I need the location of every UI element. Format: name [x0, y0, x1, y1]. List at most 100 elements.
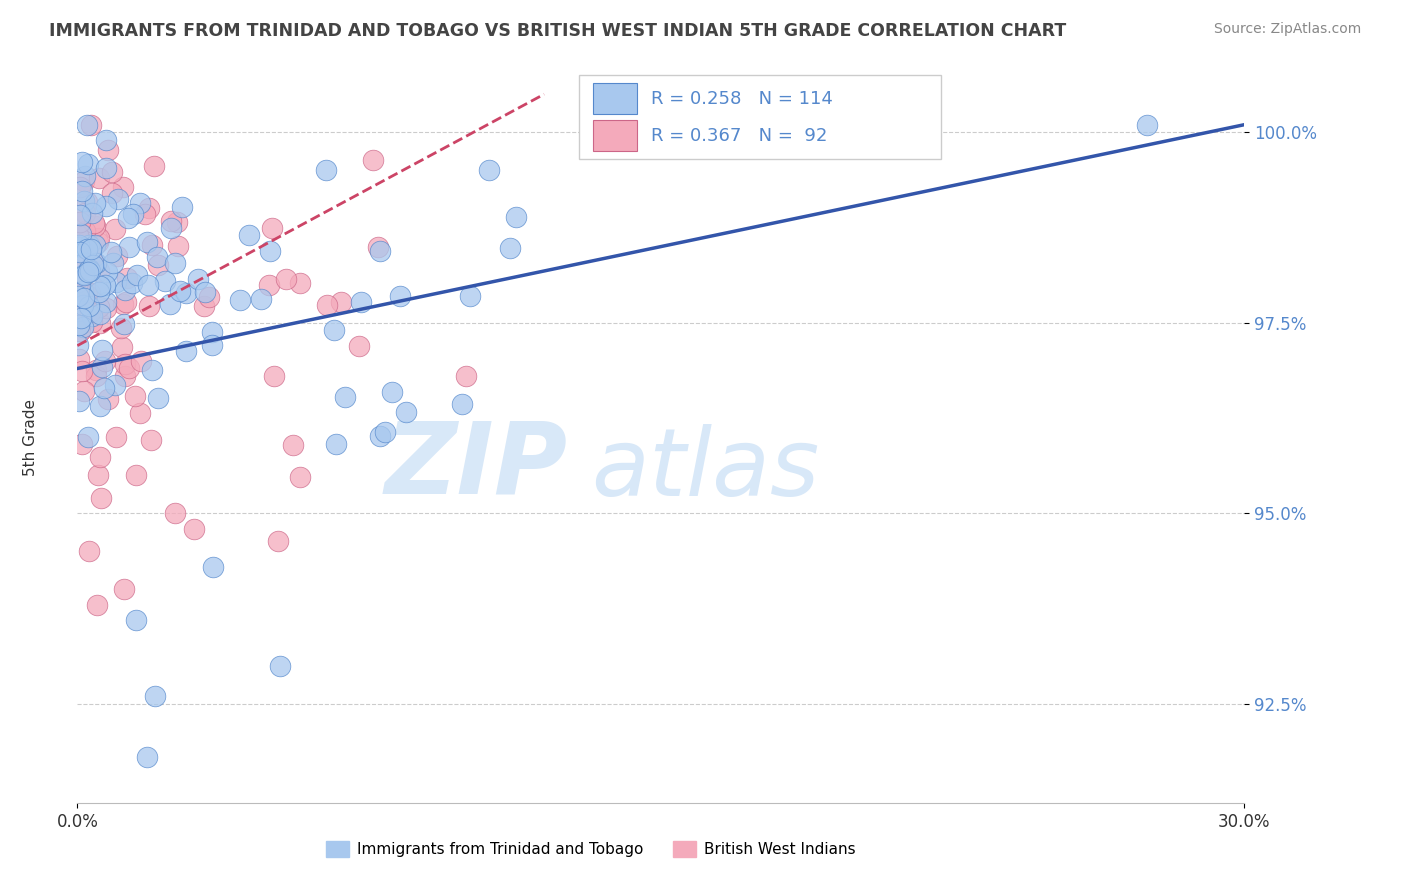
- Point: [87, 300, 110, 314]
- Point: [77, 299, 100, 313]
- Point: [160, 220, 183, 235]
- Point: [77, 237, 100, 252]
- Point: [79, 264, 101, 278]
- Point: [94, 301, 117, 316]
- Point: [86, 598, 108, 612]
- Point: [103, 256, 125, 270]
- Point: [136, 278, 159, 293]
- Point: [110, 321, 132, 335]
- Point: [80, 314, 103, 328]
- Point: [77, 430, 100, 444]
- Point: [142, 160, 165, 174]
- Point: [274, 272, 297, 286]
- Point: [201, 338, 224, 352]
- Point: [368, 244, 391, 259]
- Point: [367, 240, 389, 254]
- Point: [80, 206, 103, 220]
- Point: [505, 210, 527, 224]
- Point: [84, 237, 107, 252]
- Point: [250, 292, 273, 306]
- Point: [66, 227, 89, 242]
- Legend: Immigrants from Trinidad and Tobago, British West Indians: Immigrants from Trinidad and Tobago, Bri…: [326, 841, 856, 857]
- Point: [94, 354, 117, 368]
- Point: [75, 206, 97, 220]
- Point: [115, 294, 138, 309]
- Point: [89, 399, 111, 413]
- Point: [121, 276, 143, 290]
- Point: [94, 295, 117, 310]
- Point: [72, 298, 94, 312]
- Point: [122, 207, 145, 221]
- Point: [114, 283, 136, 297]
- Point: [76, 194, 98, 209]
- Point: [288, 277, 311, 291]
- Point: [79, 305, 101, 319]
- Point: [124, 468, 148, 483]
- Text: atlas: atlas: [591, 425, 820, 516]
- Point: [118, 240, 141, 254]
- Point: [388, 289, 411, 303]
- Point: [111, 340, 134, 354]
- Point: [94, 277, 117, 292]
- Point: [73, 224, 96, 238]
- Point: [73, 169, 96, 184]
- Point: [136, 235, 159, 249]
- Point: [288, 470, 311, 484]
- Point: [145, 251, 167, 265]
- Point: [77, 544, 100, 558]
- Point: [69, 180, 91, 194]
- Point: [75, 260, 97, 274]
- Bar: [593, 120, 637, 152]
- Point: [89, 264, 111, 278]
- Point: [138, 299, 160, 313]
- Point: [97, 144, 120, 158]
- Point: [395, 405, 418, 419]
- Point: [66, 338, 89, 352]
- Point: [69, 208, 91, 222]
- Point: [238, 227, 260, 242]
- Point: [72, 244, 94, 259]
- Point: [329, 295, 352, 310]
- Point: [76, 288, 98, 302]
- FancyBboxPatch shape: [579, 75, 941, 159]
- Point: [94, 198, 117, 212]
- Point: [163, 506, 186, 520]
- Point: [69, 227, 91, 242]
- Point: [69, 244, 91, 259]
- Point: [107, 192, 129, 206]
- Point: [76, 265, 98, 279]
- Point: [176, 344, 198, 359]
- Point: [322, 323, 344, 337]
- Point: [73, 256, 96, 270]
- Text: R = 0.258   N = 114: R = 0.258 N = 114: [651, 89, 834, 108]
- Point: [138, 201, 160, 215]
- Point: [70, 184, 93, 198]
- Point: [315, 163, 337, 178]
- Point: [104, 275, 127, 289]
- Point: [187, 272, 209, 286]
- Point: [72, 194, 94, 208]
- Point: [197, 290, 219, 304]
- Point: [76, 118, 98, 132]
- Point: [174, 285, 197, 300]
- Point: [84, 196, 107, 211]
- Point: [105, 249, 128, 263]
- Point: [141, 433, 163, 447]
- Point: [67, 238, 90, 252]
- Point: [124, 613, 148, 627]
- Point: [159, 297, 181, 311]
- Point: [87, 171, 110, 186]
- Point: [89, 450, 111, 464]
- Bar: [593, 83, 637, 114]
- Point: [153, 273, 176, 287]
- Point: [269, 658, 291, 673]
- Point: [169, 284, 191, 298]
- Point: [118, 360, 141, 375]
- Point: [67, 240, 90, 254]
- Point: [381, 384, 404, 399]
- Point: [134, 206, 156, 220]
- Point: [69, 324, 91, 338]
- Point: [89, 230, 111, 244]
- Point: [267, 533, 290, 548]
- Text: R = 0.367   N =  92: R = 0.367 N = 92: [651, 127, 828, 145]
